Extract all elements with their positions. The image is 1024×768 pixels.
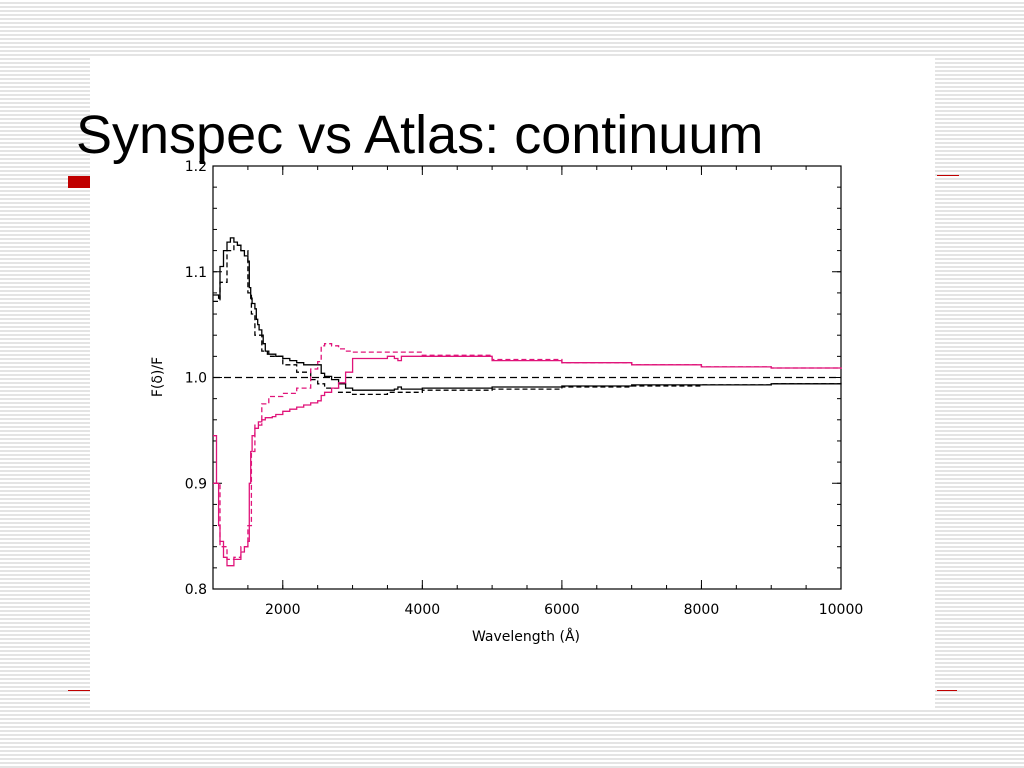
y-tick-label: 0.8 <box>185 582 207 598</box>
x-tick-label: 2000 <box>265 602 301 618</box>
accent-line-bottom-right <box>937 690 957 691</box>
y-tick-label: 1.1 <box>185 265 207 281</box>
y-tick-label: 1.2 <box>185 159 207 175</box>
x-tick-label: 6000 <box>544 602 580 618</box>
series-layer <box>213 237 842 567</box>
y-axis-label: F(δ)/F <box>150 357 166 397</box>
x-tick-label: 8000 <box>684 602 720 618</box>
axis-ticks <box>212 165 842 590</box>
slide-title: Synspec vs Atlas: continuum <box>76 105 764 165</box>
series-line-3 <box>213 355 842 567</box>
y-tick-label: 1.0 <box>185 371 207 387</box>
y-tick-label: 0.9 <box>185 476 207 492</box>
bullet-marker <box>68 176 90 188</box>
x-tick-label: 10000 <box>819 602 864 618</box>
accent-line-top-right <box>937 175 959 176</box>
tick-labels: 0.8 0.9 1.0 1.1 1.2 2000 4000 6000 8000 10000 <box>185 159 864 618</box>
series-line-4 <box>213 343 842 561</box>
x-tick-label: 4000 <box>405 602 441 618</box>
x-axis-label: Wavelength (Å) <box>472 628 580 645</box>
chart: 0.8 0.9 1.0 1.1 1.2 2000 4000 6000 8000 10000 Wav… <box>150 159 864 645</box>
accent-line-bottom-left <box>68 690 90 691</box>
